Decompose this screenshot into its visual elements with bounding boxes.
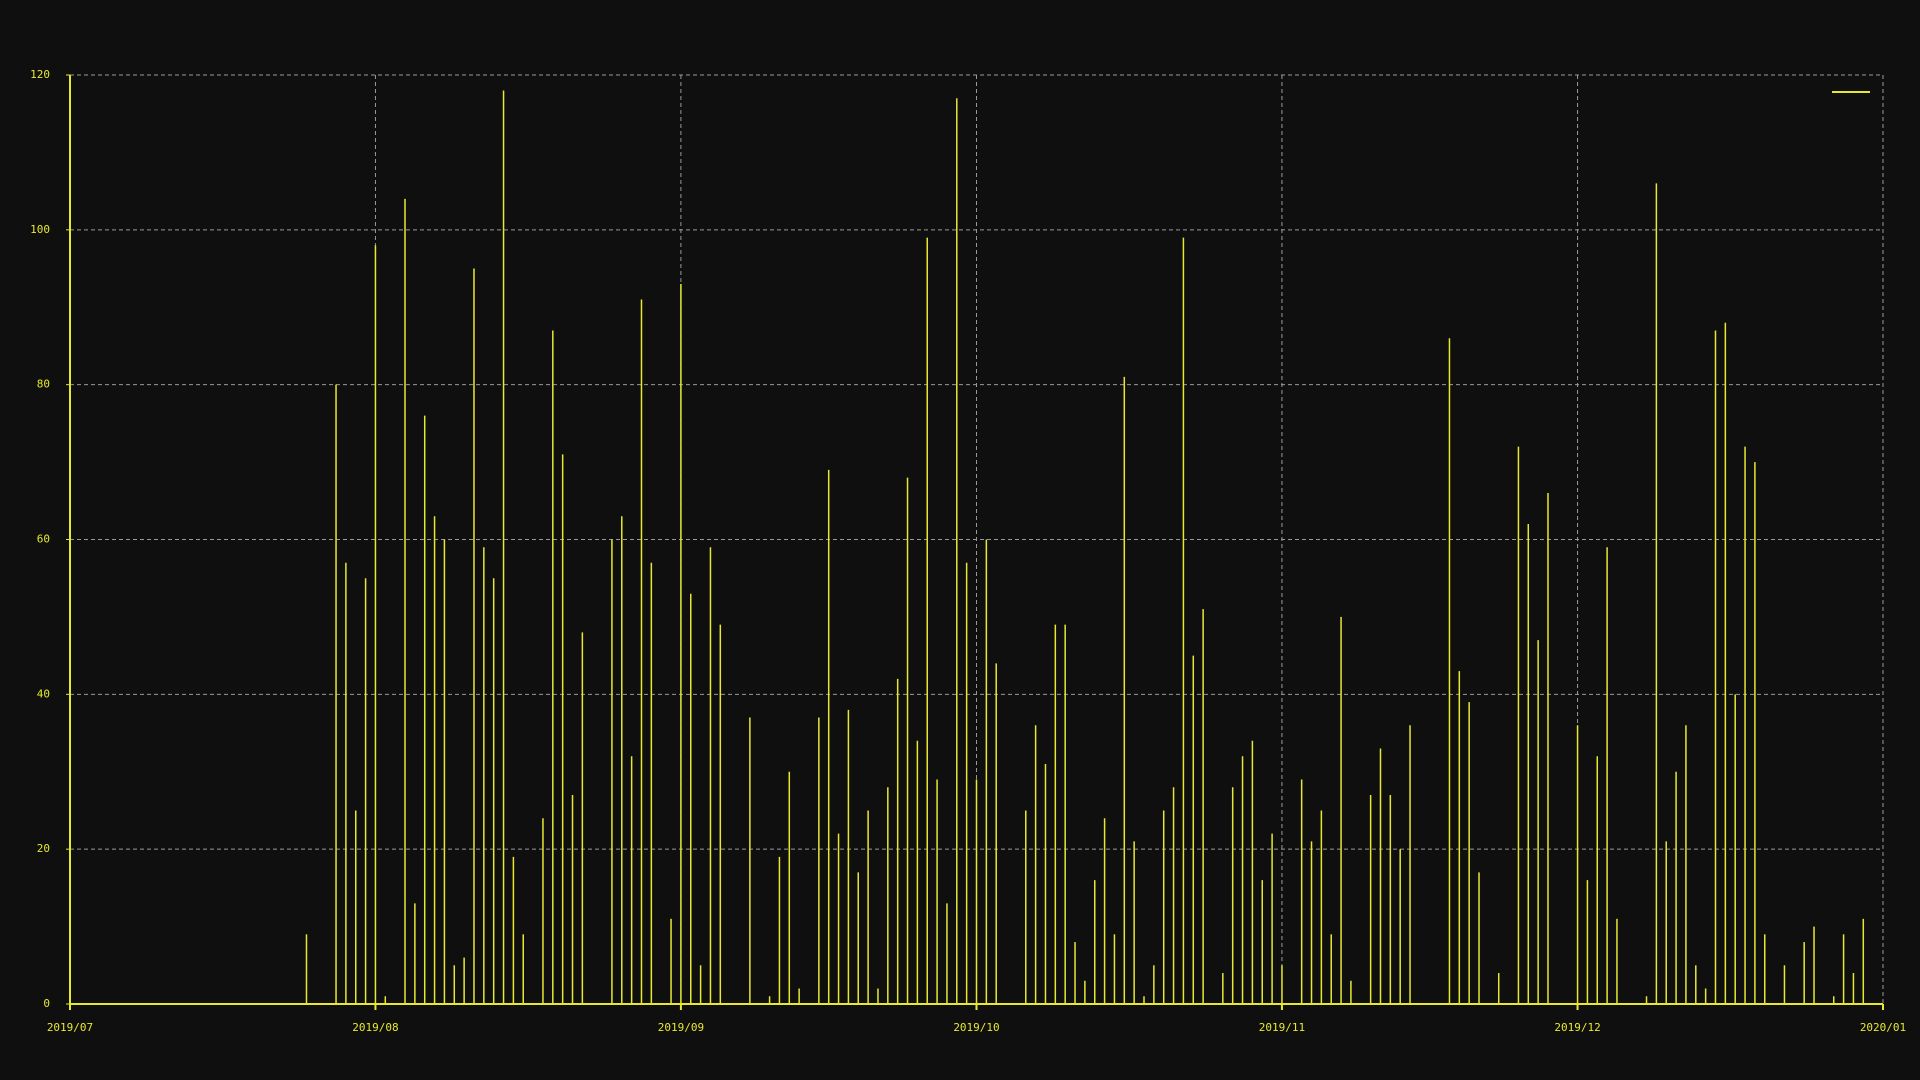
x-tick-label: 2019/10	[953, 1021, 999, 1034]
x-tick-label: 2019/09	[658, 1021, 704, 1034]
y-tick-label: 120	[30, 68, 50, 81]
y-tick-label: 80	[37, 378, 50, 391]
y-tick-label: 60	[37, 533, 50, 546]
y-tick-label: 40	[37, 687, 50, 700]
x-tick-label: 2019/08	[352, 1021, 398, 1034]
x-tick-label: 2019/12	[1554, 1021, 1600, 1034]
x-tick-label: 2019/11	[1259, 1021, 1305, 1034]
x-tick-label: 2020/01	[1860, 1021, 1906, 1034]
y-tick-label: 0	[43, 997, 50, 1010]
y-tick-label: 100	[30, 223, 50, 236]
y-tick-label: 20	[37, 842, 50, 855]
x-tick-label: 2019/07	[47, 1021, 93, 1034]
